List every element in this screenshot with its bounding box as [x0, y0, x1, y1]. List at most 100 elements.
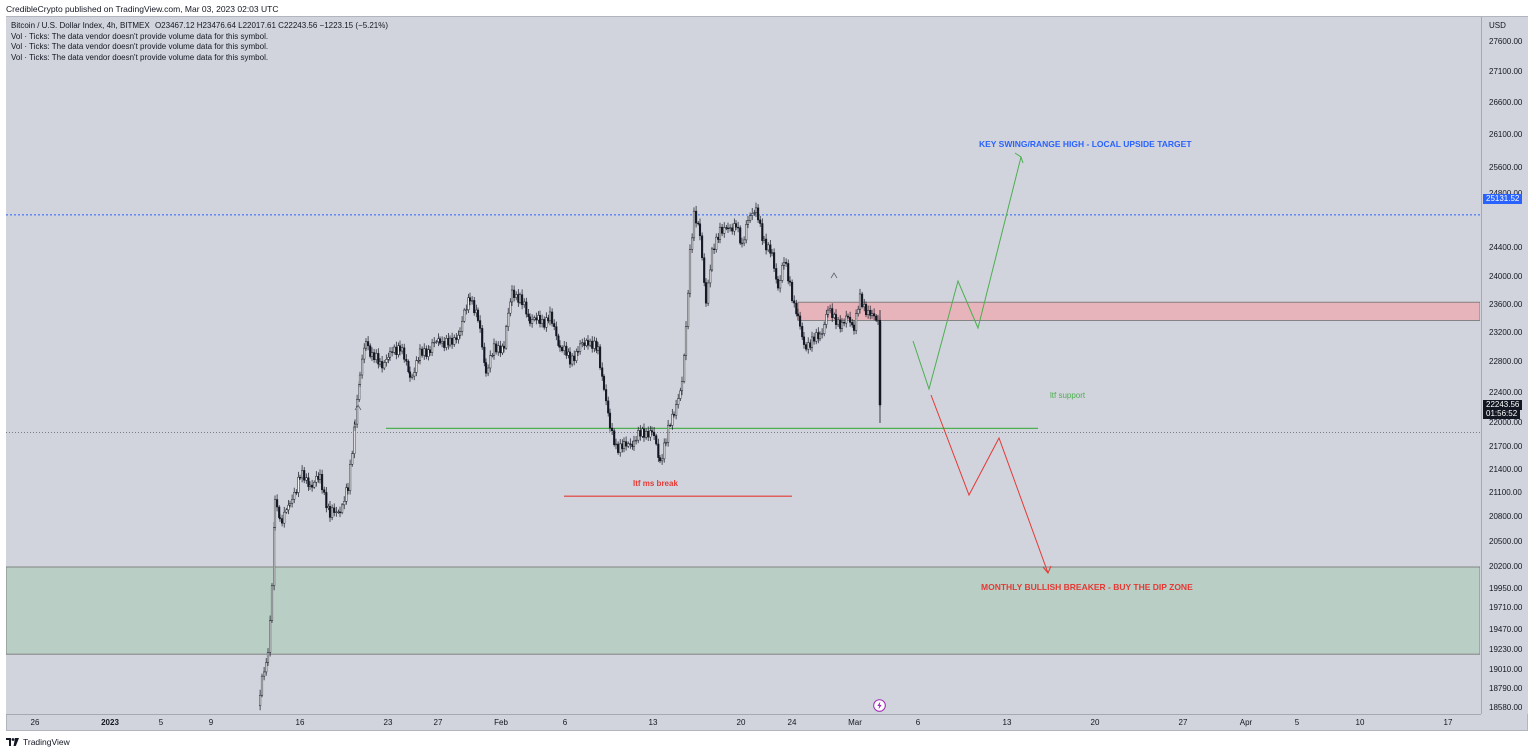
countdown-badge: 01:56:52	[1483, 409, 1521, 419]
time-tick-label: 13	[1002, 718, 1012, 727]
candle-body	[448, 337, 452, 346]
dotted-level-badge: 25131.52	[1483, 194, 1523, 204]
candle-body	[338, 511, 342, 514]
price-axis[interactable]: USD 27600.00 27100.00 26600.00 26100.00 2560…	[1481, 17, 1528, 714]
time-tick-label: 5	[158, 718, 164, 727]
candle-body	[837, 319, 840, 325]
upside-target-label[interactable]: KEY SWING/RANGE HIGH - LOCAL UPSIDE TARG…	[979, 139, 1192, 149]
candle-body	[639, 430, 642, 437]
candle-body	[627, 443, 630, 447]
currency-label: USD	[1489, 21, 1506, 30]
candle-body	[785, 262, 788, 264]
candle-body	[829, 308, 832, 311]
candle-body	[805, 344, 808, 350]
candle-body	[273, 499, 277, 528]
candle-body	[411, 375, 414, 378]
candle-body	[695, 210, 698, 224]
ltf-ms-break-label[interactable]: ltf ms break	[633, 479, 678, 488]
candle-body	[625, 441, 628, 447]
candle-body	[260, 675, 264, 696]
candle-body	[692, 210, 696, 239]
candle-body	[358, 374, 362, 385]
candle-body	[458, 331, 462, 336]
ltf-support-label[interactable]: ltf support	[1050, 391, 1086, 400]
candle-body	[505, 326, 508, 349]
candle-body	[491, 354, 494, 357]
candle-body	[852, 324, 856, 331]
price-tick-label: 19710.00	[1489, 603, 1523, 612]
candle-body	[303, 470, 306, 481]
candle-body	[629, 443, 632, 445]
candle-body	[717, 236, 720, 240]
candle-body	[779, 280, 782, 289]
candle-body	[413, 372, 416, 377]
candle-body	[596, 346, 600, 351]
time-tick-label: 9	[208, 718, 214, 727]
candle-body	[833, 314, 836, 318]
candle-body	[455, 337, 458, 340]
price-tick-label: 23600.00	[1489, 300, 1523, 309]
candle-body	[557, 335, 560, 346]
candle-body	[849, 316, 852, 323]
candle-body	[591, 340, 594, 349]
candle-body	[510, 289, 514, 303]
candle-body	[484, 362, 488, 374]
candle-body	[698, 223, 702, 237]
candle-body	[709, 269, 712, 284]
price-chart[interactable]	[6, 17, 1480, 714]
candle-body	[787, 263, 790, 282]
time-tick-label: 16	[295, 718, 305, 727]
time-tick-label: 27	[1178, 718, 1188, 727]
chart-legend: Bitcoin / U.S. Dollar Index, 4h, BITMEX …	[11, 21, 388, 63]
candle-body	[605, 389, 608, 402]
time-axis[interactable]: 26 2023 5 9 16 23 27 Feb 6 13 20 24 Mar 6 13 20 27 Apr 5 10…	[6, 714, 1481, 730]
candle-body	[415, 360, 418, 373]
ohlc-values: O23467.12 H23476.64 L22017.61 C22243.56 …	[154, 21, 389, 30]
candle-body	[364, 341, 368, 349]
tradingview-footer[interactable]: TradingView	[6, 737, 70, 747]
candle-body	[288, 503, 292, 506]
candle-body	[346, 487, 350, 491]
candle-body	[308, 484, 312, 487]
candle-body	[497, 345, 500, 353]
candle-body	[276, 499, 279, 508]
candle-body	[507, 312, 510, 327]
candle-body	[533, 317, 536, 320]
candle-body	[457, 334, 460, 340]
candle-body	[791, 281, 794, 302]
candle-body	[481, 328, 484, 348]
candle-body	[688, 248, 692, 294]
chart-area[interactable]	[6, 17, 1480, 714]
candle-body	[579, 343, 582, 352]
candle-body	[305, 477, 308, 481]
lightning-bolt-icon[interactable]	[873, 699, 886, 712]
candle-body	[259, 694, 262, 706]
candle-body	[840, 321, 844, 329]
price-tick-label: 20800.00	[1489, 512, 1523, 521]
candle-body	[373, 352, 376, 360]
candle-body	[788, 280, 792, 283]
candle-body	[602, 376, 606, 390]
symbol-label[interactable]: Bitcoin / U.S. Dollar Index, 4h, BITMEX	[11, 21, 150, 30]
candle-body	[385, 359, 388, 363]
candle-body	[684, 326, 688, 356]
candle-body	[428, 349, 432, 353]
candle-body	[285, 509, 288, 513]
candle-body	[863, 304, 866, 308]
candle-body	[331, 507, 334, 518]
candle-body	[301, 470, 304, 479]
buy-zone-label[interactable]: MONTHLY BULLISH BREAKER - BUY THE DIP ZO…	[981, 582, 1193, 592]
bearish-projection-path	[930, 394, 1049, 574]
candle-body	[555, 326, 558, 337]
bearish-projection-arrowhead	[1042, 565, 1052, 574]
candle-body	[658, 457, 662, 462]
candle-body	[341, 504, 344, 514]
candle-body	[679, 390, 682, 399]
price-tick-label: 27600.00	[1489, 37, 1523, 46]
candle-body	[518, 294, 522, 303]
price-tick-label: 22000.00	[1489, 418, 1523, 427]
candle-body	[576, 351, 580, 353]
candle-body	[489, 355, 492, 369]
candle-body	[875, 315, 878, 321]
candle-body	[328, 506, 332, 518]
